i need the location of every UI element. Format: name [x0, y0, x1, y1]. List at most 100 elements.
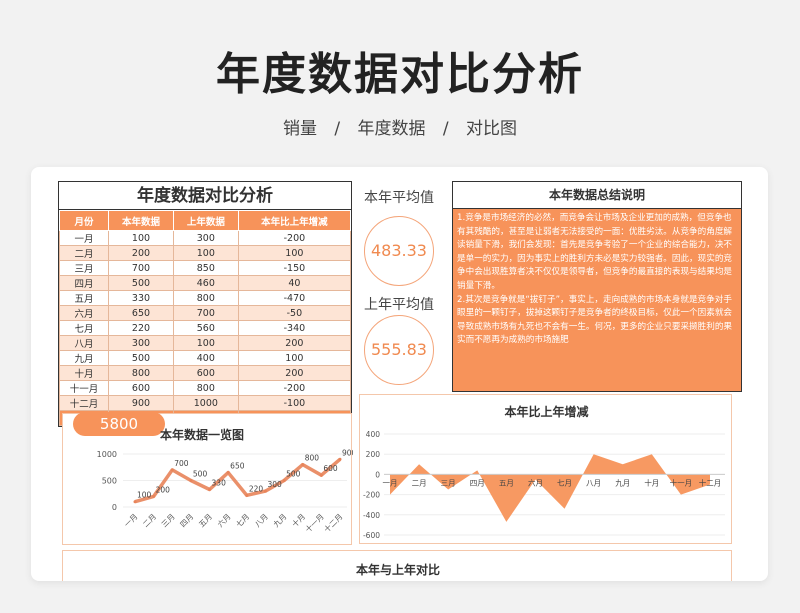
table-cell: 220 — [108, 320, 174, 336]
y-tick-label: 400 — [366, 430, 381, 439]
table-cell: -200 — [237, 380, 352, 396]
table-title: 年度数据对比分析 — [59, 182, 351, 210]
y-tick-label: -400 — [363, 511, 380, 520]
overview-line-chart: 0 500 1000 100 一月 200 二月 700 三月 500 四月 330 五月 650 六月 22… — [97, 448, 353, 534]
breadcrumb-separator: / — [334, 119, 341, 139]
table-row: 八月 300 100 200 — [58, 335, 352, 351]
table-cell: 四月 — [58, 275, 110, 291]
x-tick-label: 六月 — [528, 477, 543, 487]
table-header: 上年数据 — [172, 210, 239, 231]
diff-area-chart: 400 200 0 -200 -400 -600 一月 二月 三月 四月 五月 六月 七月 八月 九月 十月 十… — [363, 430, 725, 540]
data-label: 500 — [193, 470, 208, 479]
overview-chart-title: 本年数据一览图 — [160, 428, 245, 442]
table-cell: 600 — [108, 380, 174, 396]
table-cell: 800 — [172, 290, 239, 306]
x-tick-label: 一月 — [383, 478, 398, 487]
x-tick-label: 五月 — [197, 512, 214, 529]
preview-card[interactable]: 年度数据对比分析 月份 本年数据 上年数据 本年比上年增减 一月 100 300 -2… — [31, 167, 768, 581]
table-cell: 650 — [108, 305, 174, 321]
table-cell: 850 — [172, 260, 239, 276]
x-tick-label: 十二月 — [699, 477, 722, 487]
line-series — [134, 457, 342, 504]
data-point — [170, 468, 174, 472]
data-point — [282, 479, 286, 482]
table-cell: 1000 — [172, 395, 239, 411]
table-cell: 一月 — [58, 230, 110, 246]
breadcrumb-item-comparison[interactable]: 对比图 — [466, 119, 518, 139]
table-cell: 100 — [172, 335, 239, 351]
table-cell: 400 — [172, 350, 239, 366]
table-row: 十二月 900 1000 -100 — [58, 395, 352, 411]
x-tick-label: 四月 — [178, 512, 195, 529]
breadcrumb-item-annual-data[interactable]: 年度数据 — [357, 119, 426, 139]
table-header: 月份 — [58, 210, 110, 231]
data-label: 300 — [267, 480, 282, 489]
y-tick-label: -600 — [363, 531, 380, 540]
data-label: 600 — [323, 464, 338, 473]
diff-chart-title: 本年比上年增减 — [504, 405, 589, 419]
x-tick-label: 二月 — [141, 512, 158, 529]
total-badge: 5800 — [73, 412, 165, 436]
table-cell: 十月 — [58, 365, 110, 381]
table-cell: -200 — [237, 230, 352, 246]
table-cell: 六月 — [58, 305, 110, 321]
table-cell: 200 — [237, 365, 352, 381]
data-label: 500 — [286, 470, 301, 479]
table-cell: 200 — [237, 335, 352, 351]
data-point — [152, 494, 156, 498]
data-label: 200 — [156, 485, 171, 494]
diff-chart-panel: 本年比上年增减 400 200 0 -200 -400 -600 一月 二月 三月 四月 五月 六月 七… — [359, 394, 732, 544]
data-table: 年度数据对比分析 月份 本年数据 上年数据 本年比上年增减 一月 100 300 -2… — [58, 181, 352, 427]
x-tick-label: 十一月 — [670, 477, 693, 487]
x-tick-label: 七月 — [557, 478, 572, 487]
table-cell: -340 — [237, 320, 352, 336]
table-cell: 八月 — [58, 335, 110, 351]
data-point — [208, 488, 212, 492]
x-tick-label: 三月 — [441, 478, 456, 487]
table-cell: -100 — [237, 395, 352, 411]
table-row: 一月 100 300 -200 — [58, 230, 352, 246]
table-cell: 40 — [237, 275, 352, 291]
breadcrumb-separator: / — [442, 119, 449, 139]
x-tick-label: 十二月 — [321, 511, 344, 534]
table-cell: 600 — [172, 365, 239, 381]
table-cell: 100 — [108, 230, 174, 246]
table-cell: 二月 — [58, 245, 110, 261]
table-cell: 200 — [108, 245, 174, 261]
x-tick-label: 五月 — [499, 478, 514, 487]
compare-chart-panel: 本年与上年对比 — [62, 550, 732, 581]
this-year-avg-label: 本年平均值 — [364, 190, 434, 206]
y-tick-label: 1000 — [97, 450, 117, 459]
breadcrumb-item-sales[interactable]: 销量 — [282, 119, 317, 139]
table-cell: 700 — [108, 260, 174, 276]
page-title: 年度数据对比分析 — [216, 49, 584, 100]
table-row: 九月 500 400 100 — [58, 350, 352, 366]
summary-title: 本年数据总结说明 — [453, 182, 741, 209]
table-row: 五月 330 800 -470 — [58, 290, 352, 306]
table-cell: 五月 — [58, 290, 110, 306]
table-cell: 560 — [172, 320, 239, 336]
table-row: 七月 220 560 -340 — [58, 320, 352, 336]
data-point — [263, 489, 267, 493]
table-cell: 800 — [172, 380, 239, 396]
table-cell: 300 — [108, 335, 174, 351]
area-series — [390, 454, 710, 522]
data-label: 100 — [137, 491, 152, 500]
data-point — [338, 457, 342, 461]
table-cell: 十一月 — [58, 380, 110, 396]
table-cell: 900 — [108, 395, 174, 411]
table-cell: 330 — [108, 290, 174, 306]
table-header: 本年数据 — [108, 210, 174, 231]
data-label: 650 — [230, 462, 245, 471]
x-tick-label: 七月 — [234, 512, 251, 529]
table-cell: 700 — [172, 305, 239, 321]
data-label: 330 — [212, 479, 227, 488]
table-cell: -470 — [237, 290, 352, 306]
summary-text: 1.竞争是市场经济的必然，而竞争会让市场及企业更加的成熟，但竞争也有其残酷的，甚… — [453, 209, 741, 391]
last-year-avg-label: 上年平均值 — [364, 297, 434, 313]
table-cell: -150 — [237, 260, 352, 276]
table-cell: 100 — [237, 245, 352, 261]
last-year-avg-value: 555.83 — [364, 315, 434, 385]
x-tick-label: 六月 — [215, 511, 233, 529]
table-cell: 500 — [108, 350, 174, 366]
